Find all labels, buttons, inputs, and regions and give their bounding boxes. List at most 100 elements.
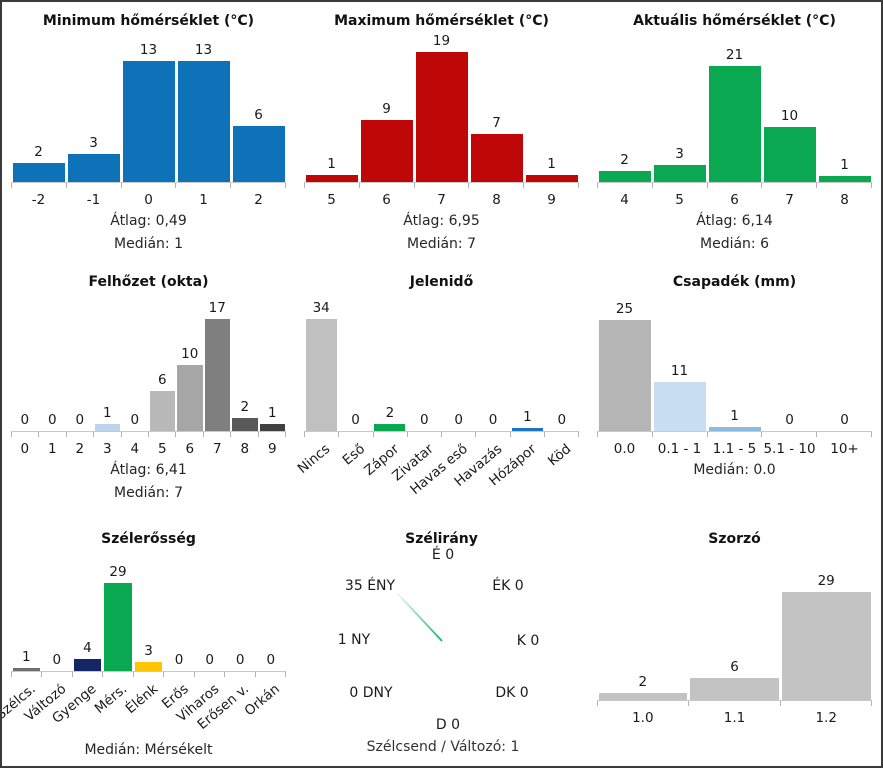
x-tick-label: 2 [75,441,85,457]
x-tick-label: 0.0 [613,441,636,457]
bar-value-label: 29 [109,564,127,580]
bar-value-label: 0 [840,412,849,428]
stat-line: Medián: 1 [114,236,183,252]
compass-label-nw: 35 ÉNY [344,578,396,594]
bar [204,319,230,431]
x-axis [597,182,872,188]
chart-body: 25 11 1 0 0 0.0 0.1 - 1 1.1 - 5 5.1 - 10 10+ Mediá… [597,299,872,482]
axis-tick [597,701,688,706]
bar [12,163,65,182]
bar-value-label: 1 [547,156,556,172]
chart-body: 1 9 19 7 1 5 6 7 8 9 Átlag: 6,95 Medián: 7 [304,32,579,256]
bar-value-label: 0 [454,412,463,428]
compass-label-s: D 0 [435,717,461,733]
x-tick-label: 7 [437,192,446,208]
x-tick-label: 0.1 - 1 [657,441,702,457]
bar [598,171,651,182]
bar-value-label: 0 [130,412,140,428]
axis-tick [509,432,544,437]
compass-label-w: 1 NY [337,632,371,648]
x-tick-label: Élénk [122,681,161,718]
axis-tick [761,432,816,437]
chart-title: Szorzó [708,531,761,547]
axis-tick [597,183,652,188]
bar-value-label: 2 [385,405,395,421]
axis-tick [224,672,254,677]
bar-value-label: 25 [615,301,634,317]
stat-line: Átlag: 6,41 [110,462,187,478]
bar [232,126,285,182]
axis-tick [11,672,41,677]
x-tick-label: 8 [492,192,501,208]
axis-tick [651,432,707,437]
chart-panel-precipitation: Csapadék (mm) 25 11 1 0 0 0.0 0.1 - 1 1.1 - 5 5.… [588,259,881,516]
axis-tick [358,183,414,188]
chart-title: Jelenidő [409,274,474,290]
axis-tick [761,183,816,188]
x-tick-label: -2 [31,192,46,208]
chart-title: Felhőzet (okta) [88,274,209,290]
bar-value-label: 0 [351,412,360,428]
bar-value-label: 0 [235,652,245,668]
bar [232,418,258,431]
bar [177,61,230,182]
stat-line: Medián: 6 [700,236,769,252]
bar [708,66,761,182]
bar [259,424,285,431]
chart-body: 2 6 29 1.0 1.1 1.2 [597,570,872,726]
bar [470,134,523,182]
bar-value-label: 0 [266,652,276,668]
compass-label-n: É 0 [431,547,455,563]
bar-value-label: 13 [194,42,213,58]
compass-label-e: K 0 [516,633,540,649]
axis-tick [175,183,230,188]
bar-value-label: 11 [670,363,689,379]
chart-panel-present-weather: Jelenidő 34 0 2 0 0 0 1 0 Nincs Eső Zápor Zivatar Ha… [295,259,588,516]
bar [598,693,688,700]
bar [708,427,761,431]
bar-value-label: 10 [181,346,199,362]
bar [781,592,871,700]
x-tick-label: 4 [620,192,629,208]
bar [525,175,578,182]
x-tick-label: 1.0 [632,710,654,726]
chart-body: 2 3 21 10 1 4 5 6 7 8 Átlag: 6,14 Medián: 6 [597,38,872,256]
x-tick-label: 1.2 [815,710,837,726]
bar-value-label: 0 [205,652,214,668]
x-tick-label: Köd [544,441,575,470]
bar [305,175,358,182]
chart-title: Maximum hőmérséklet (°C) [334,13,549,29]
compass-label-sw: 0 DNY [349,685,393,701]
x-axis [11,431,286,437]
axis-tick [706,183,762,188]
axis-tick [193,672,224,677]
x-tick-label: 2 [254,192,263,208]
chart-panel-cloud-cover: Felhőzet (okta) 0 0 0 1 0 6 10 17 2 1 0 1 2 3 4 5 6 7 8 9 Át… [2,259,295,516]
bar-value-label: 0 [557,412,567,428]
bar-value-label: 0 [785,412,794,428]
bar-value-label: 1 [102,405,112,421]
bar-value-label: 0 [47,412,57,428]
bar-value-label: 1 [840,157,849,173]
bar-value-label: 19 [432,33,451,49]
x-tick-label: 9 [267,441,277,457]
chart-panel-wind-direction: Szélirány É 0 ÉK 0 K 0 DK 0 D 0 0 DNY [295,516,588,766]
x-axis [11,182,286,188]
bar [598,320,651,431]
x-tick-label: 7 [212,441,222,457]
axis-tick [41,672,71,677]
x-tick-label: -1 [86,192,101,208]
x-axis [11,671,286,677]
axis-tick [372,432,407,437]
chart-body: 34 0 2 0 0 0 1 0 Nincs Eső Zápor Zivatar Havas eső Ha… [295,299,579,498]
chart-title: Szélirány [405,531,478,547]
axis-tick [148,432,175,437]
axis-tick [120,432,148,437]
axis-tick [816,432,871,437]
bar [94,424,120,431]
bar-value-label: 0 [174,652,184,668]
chart-title: Csapadék (mm) [672,274,797,290]
stat-line: Átlag: 0,49 [110,213,187,229]
bar-value-label: 6 [157,372,167,388]
axis-tick [202,432,230,437]
